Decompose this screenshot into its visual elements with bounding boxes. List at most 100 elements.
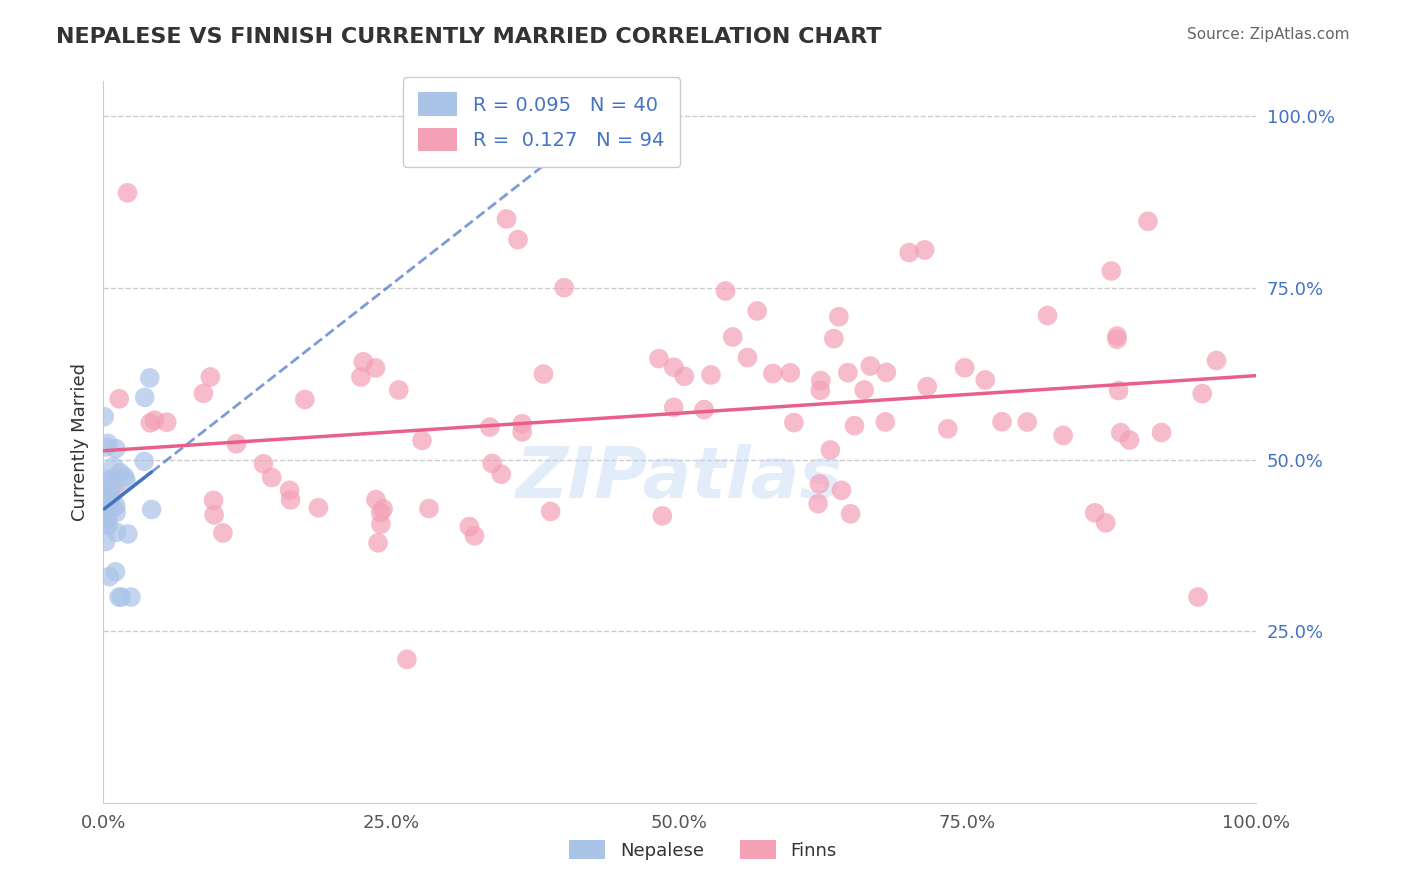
Finns (953, 360, 976, 375)
Finns (202, 508, 225, 522)
Finns (1205, 353, 1227, 368)
Finns (117, 186, 139, 200)
Finns (108, 392, 131, 406)
Nepalese (100, 472, 122, 486)
Finns (510, 417, 533, 431)
Finns (837, 366, 859, 380)
Finns (395, 652, 418, 666)
Finns (808, 384, 831, 398)
Nepalese (104, 499, 127, 513)
Finns (831, 483, 853, 498)
Nepalese (98, 491, 121, 505)
Finns (364, 492, 387, 507)
Nepalese (110, 590, 132, 604)
Finns (1107, 329, 1129, 343)
Finns (875, 365, 897, 379)
Finns (1094, 516, 1116, 530)
Finns (540, 504, 562, 518)
Finns (212, 526, 235, 541)
Finns (364, 360, 387, 375)
Finns (875, 415, 897, 429)
Finns (828, 310, 851, 324)
Finns (673, 369, 696, 384)
Finns (1118, 433, 1140, 447)
Finns (533, 367, 555, 381)
Finns (478, 420, 501, 434)
Finns (839, 507, 862, 521)
Nepalese (94, 485, 117, 500)
Nepalese (94, 472, 117, 486)
Finns (252, 457, 274, 471)
Finns (762, 367, 785, 381)
Text: NEPALESE VS FINNISH CURRENTLY MARRIED CORRELATION CHART: NEPALESE VS FINNISH CURRENTLY MARRIED CO… (56, 27, 882, 46)
Finns (810, 374, 832, 388)
Finns (820, 442, 842, 457)
Nepalese (93, 514, 115, 528)
Finns (808, 476, 831, 491)
Nepalese (97, 436, 120, 450)
Finns (193, 386, 215, 401)
Nepalese (94, 508, 117, 523)
Nepalese (139, 371, 162, 385)
Finns (1136, 214, 1159, 228)
Finns (915, 379, 938, 393)
Finns (143, 413, 166, 427)
Nepalese (104, 442, 127, 456)
Finns (553, 281, 575, 295)
Legend: R = 0.095   N = 40, R =  0.127   N = 94: R = 0.095 N = 40, R = 0.127 N = 94 (402, 77, 679, 167)
Nepalese (115, 474, 138, 488)
Finns (278, 483, 301, 498)
Finns (200, 370, 222, 384)
Nepalese (96, 517, 118, 532)
Finns (783, 416, 806, 430)
Finns (225, 437, 247, 451)
Finns (662, 360, 685, 375)
Finns (294, 392, 316, 407)
Finns (807, 497, 830, 511)
Finns (481, 457, 503, 471)
Finns (844, 418, 866, 433)
Finns (458, 519, 481, 533)
Finns (1187, 590, 1209, 604)
Nepalese (105, 506, 128, 520)
Finns (350, 370, 373, 384)
Finns (411, 434, 433, 448)
Finns (370, 506, 392, 520)
Finns (1036, 309, 1059, 323)
Finns (370, 517, 392, 532)
Finns (352, 355, 374, 369)
Finns (510, 425, 533, 439)
Nepalese (93, 500, 115, 514)
Nepalese (98, 569, 121, 583)
Text: ZIPatlas: ZIPatlas (516, 444, 844, 513)
Finns (308, 500, 330, 515)
Finns (714, 284, 737, 298)
Finns (1105, 332, 1128, 346)
Nepalese (100, 490, 122, 504)
Nepalese (94, 440, 117, 454)
Nepalese (103, 459, 125, 474)
Nepalese (97, 518, 120, 533)
Finns (1099, 264, 1122, 278)
Nepalese (108, 590, 131, 604)
Finns (1084, 506, 1107, 520)
Finns (1108, 384, 1130, 398)
Finns (103, 484, 125, 499)
Finns (662, 401, 685, 415)
Finns (1191, 386, 1213, 401)
Nepalese (93, 409, 115, 424)
Finns (202, 493, 225, 508)
Nepalese (97, 475, 120, 490)
Nepalese (120, 590, 142, 604)
Nepalese (112, 469, 135, 483)
Nepalese (96, 490, 118, 504)
Finns (737, 351, 759, 365)
Finns (418, 501, 440, 516)
Nepalese (94, 534, 117, 549)
Nepalese (134, 454, 156, 468)
Finns (700, 368, 723, 382)
Finns (1017, 415, 1039, 429)
Finns (156, 415, 179, 429)
Finns (648, 351, 671, 366)
Finns (853, 383, 876, 397)
